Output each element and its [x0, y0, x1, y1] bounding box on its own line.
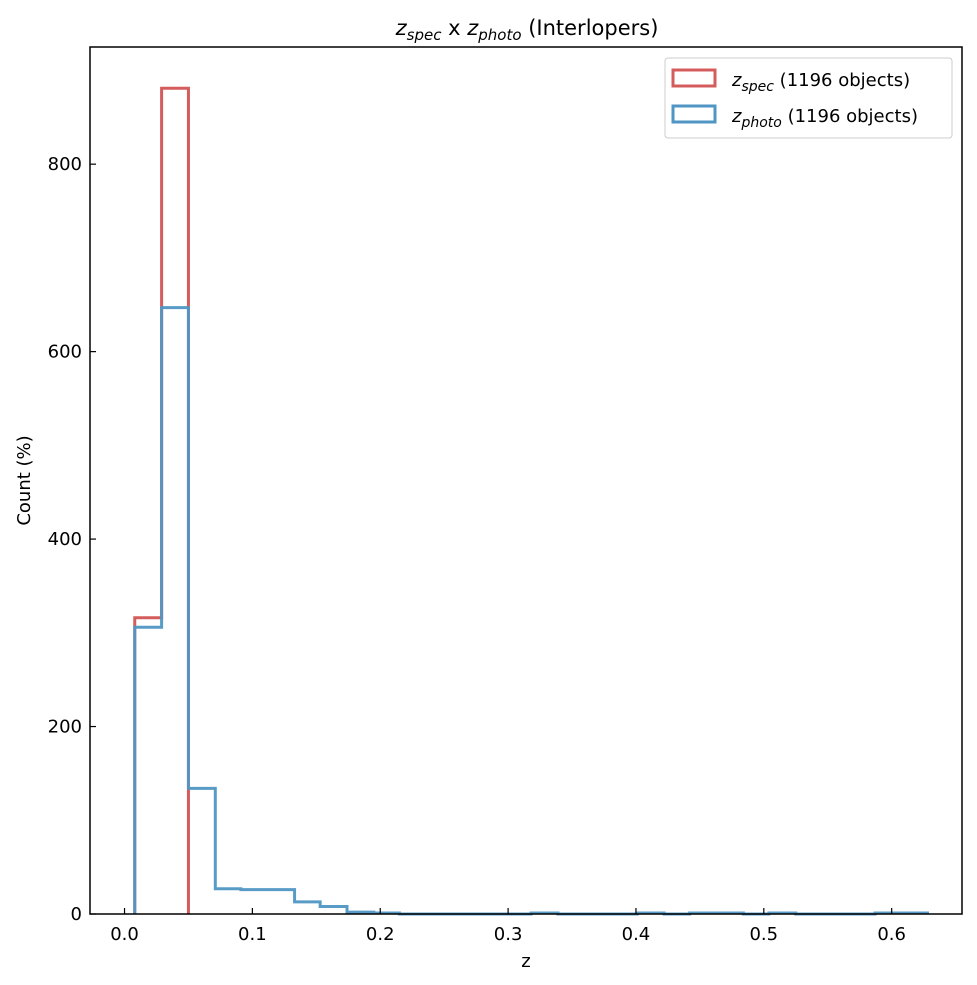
legend-swatch-zspec — [671, 68, 717, 88]
y-tick-label: 200 — [48, 717, 82, 738]
x-tick-label: 0.6 — [877, 924, 906, 945]
x-tick-label: 0.2 — [366, 924, 395, 945]
y-axis-label: Count (%) — [14, 435, 35, 525]
x-axis-label: z — [521, 951, 530, 972]
legend-entry-zphoto: zphoto (1196 objects) — [731, 106, 918, 131]
y-axis-ticks: 0 200 400 600 800 — [48, 154, 96, 925]
x-axis-ticks: 0.0 0.1 0.2 0.3 0.4 0.5 0.6 — [110, 908, 906, 945]
legend-swatch-zphoto — [671, 104, 717, 124]
axes-frame — [89, 46, 963, 915]
y-tick-label: 800 — [48, 154, 82, 175]
legend: zspec (1196 objects) zphoto (1196 object… — [664, 57, 953, 139]
histogram-series-photo — [133, 306, 929, 916]
chart-title: zspec x zphoto (Interlopers) — [395, 16, 659, 44]
x-tick-label: 0.1 — [238, 924, 267, 945]
plot-area — [133, 86, 929, 916]
x-tick-label: 0.3 — [494, 924, 523, 945]
x-tick-label: 0.5 — [749, 924, 778, 945]
legend-box — [664, 57, 953, 139]
x-tick-label: 0.4 — [622, 924, 651, 945]
y-tick-label: 600 — [48, 342, 82, 363]
y-tick-label: 400 — [48, 529, 82, 550]
y-tick-label: 0 — [71, 904, 82, 925]
legend-entry-zspec: zspec (1196 objects) — [731, 70, 910, 95]
x-tick-label: 0.0 — [110, 924, 139, 945]
